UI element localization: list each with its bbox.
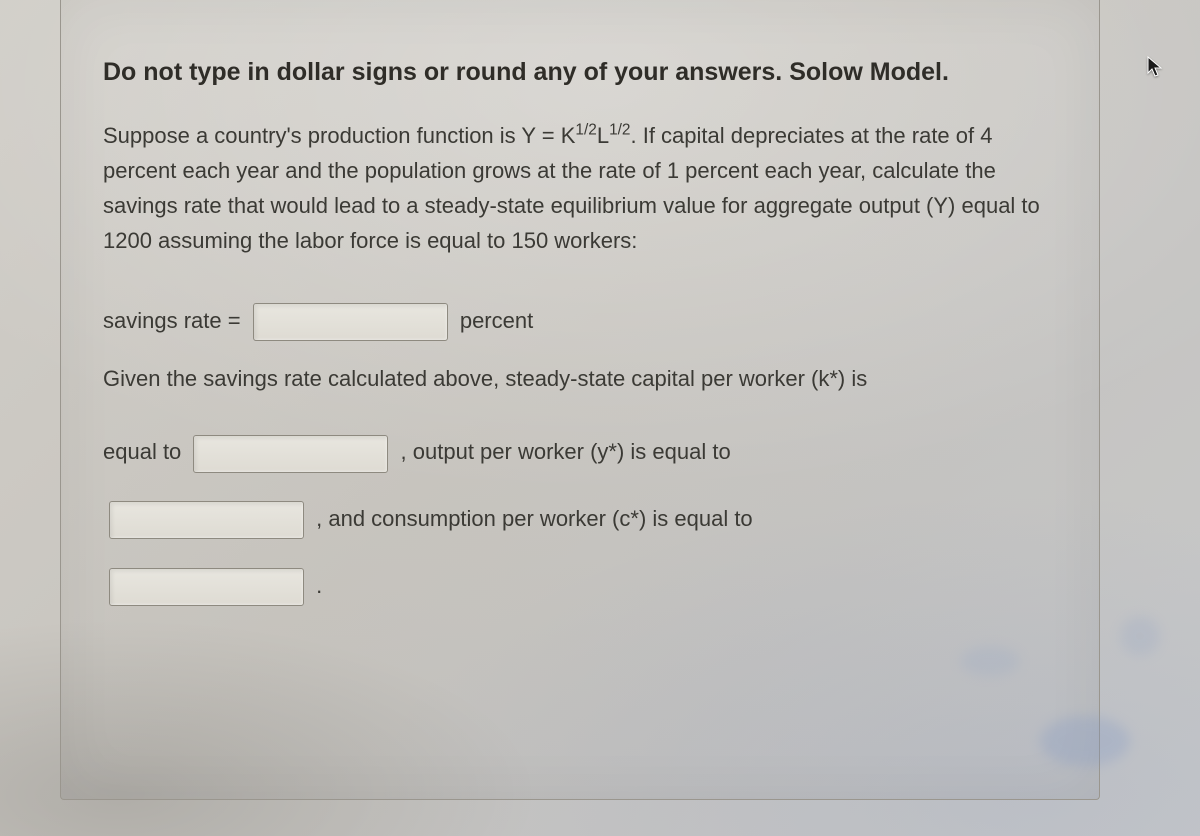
exponent-k: 1/2 <box>575 121 596 138</box>
question-body: Suppose a country's production function … <box>103 118 1057 259</box>
cstar-line: . <box>103 560 1057 613</box>
k-star-input[interactable] <box>193 435 388 473</box>
kstar-post: , output per worker (y*) is equal to <box>401 439 731 464</box>
question-card: Do not type in dollar signs or round any… <box>60 0 1100 800</box>
ystar-line: , and consumption per worker (c*) is equ… <box>103 493 1057 546</box>
question-heading: Do not type in dollar signs or round any… <box>103 56 1057 90</box>
kstar-pre: equal to <box>103 439 181 464</box>
savings-rate-input[interactable] <box>253 303 448 341</box>
savings-rate-unit: percent <box>460 308 533 333</box>
body-mid: L <box>597 123 609 148</box>
mouse-cursor-icon <box>1146 56 1164 80</box>
cstar-post: . <box>316 573 322 598</box>
savings-rate-line: savings rate = percent <box>103 295 1057 348</box>
smudge-decoration <box>1120 616 1160 656</box>
kstar-intro-line: Given the savings rate calculated above,… <box>103 361 1057 396</box>
savings-rate-label: savings rate = <box>103 308 241 333</box>
exponent-l: 1/2 <box>609 121 630 138</box>
kstar-line: equal to , output per worker (y*) is equ… <box>103 426 1057 479</box>
y-star-input[interactable] <box>109 501 304 539</box>
c-star-input[interactable] <box>109 568 304 606</box>
ystar-post: , and consumption per worker (c*) is equ… <box>316 506 753 531</box>
body-pre: Suppose a country's production function … <box>103 123 575 148</box>
